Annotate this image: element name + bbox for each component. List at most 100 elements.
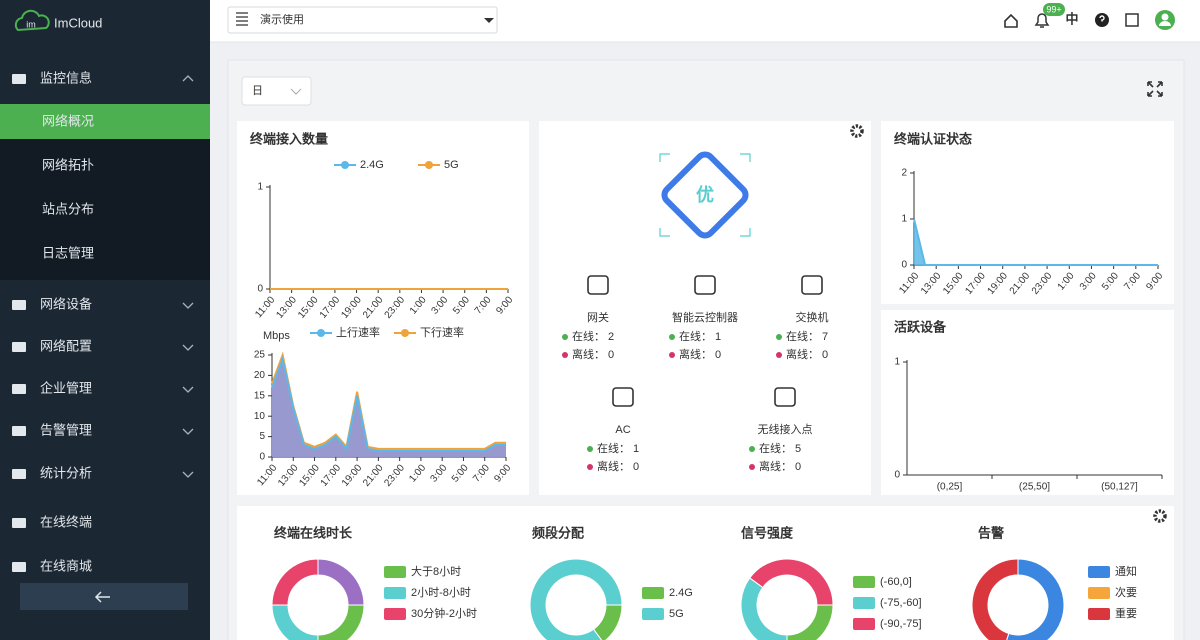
menu-icon <box>12 562 26 572</box>
grade: 优 <box>696 184 714 205</box>
submenu-item[interactable]: 网络拓扑 <box>42 157 94 172</box>
status-label: 在线： <box>786 329 819 343</box>
legend-label: 大于8小时 <box>411 564 461 578</box>
panel-title: 频段分配 <box>532 525 584 540</box>
menu-item[interactable]: 在线终端 <box>40 514 92 529</box>
legend-marker <box>401 329 409 337</box>
x-tick-label: (25,50] <box>1019 482 1050 493</box>
legend-swatch <box>642 608 664 620</box>
donut-segment <box>1006 558 1065 640</box>
y-tick-label: 10 <box>254 411 266 422</box>
donut-segment <box>317 558 365 606</box>
badge <box>1043 3 1065 16</box>
menu-item[interactable]: 企业管理 <box>40 380 92 395</box>
home-icon[interactable] <box>1004 13 1018 28</box>
brand: ImCloud <box>54 15 102 30</box>
device-count: 1 <box>715 331 721 343</box>
donut-segment <box>529 558 623 640</box>
panel-title: 终端认证状态 <box>894 131 972 146</box>
menu-item[interactable]: 监控信息 <box>40 70 92 85</box>
fullscreen-icon[interactable] <box>1147 81 1163 97</box>
menu-icon <box>12 74 26 84</box>
project-name: 演示使用 <box>260 12 304 26</box>
menu-icon <box>12 426 26 436</box>
settings-icon[interactable] <box>850 124 864 138</box>
device-count: 7 <box>822 331 828 343</box>
legend-marker <box>341 161 349 169</box>
legend-label: 上行速率 <box>336 325 380 339</box>
legend-swatch <box>1088 587 1110 599</box>
chevron-down <box>182 302 194 309</box>
legend-label: 下行速率 <box>420 325 464 339</box>
y-tick-label: 2 <box>901 168 907 179</box>
status-dot <box>776 352 782 358</box>
legend-swatch <box>384 566 406 578</box>
edit-icon[interactable] <box>1125 13 1139 27</box>
donut-segment <box>317 604 365 640</box>
menu-item[interactable]: 统计分析 <box>40 465 92 480</box>
panel <box>881 121 1174 304</box>
legend-label: 2小时-8小时 <box>411 586 471 599</box>
brackets <box>659 153 751 237</box>
panel-title: 活跃设备 <box>894 319 947 334</box>
menu-item[interactable]: 告警管理 <box>40 422 92 437</box>
legend-swatch <box>853 597 875 609</box>
y-tick-label: 0 <box>257 284 263 295</box>
menu-item[interactable]: 在线商城 <box>40 558 92 573</box>
y-tick-label: 1 <box>894 357 900 368</box>
device-name: 交换机 <box>796 310 829 324</box>
collapse-arrow <box>94 591 110 603</box>
menu-item[interactable]: 网络配置 <box>40 338 92 353</box>
legend-swatch <box>853 618 875 630</box>
device-count: 2 <box>608 331 614 343</box>
legend-marker <box>425 161 433 169</box>
device-icon <box>774 387 796 407</box>
menu-icon <box>12 469 26 479</box>
settings-icon[interactable] <box>1153 509 1167 523</box>
status-dot <box>669 334 675 340</box>
dropdown-caret <box>484 18 494 23</box>
device-count: 0 <box>795 461 801 473</box>
status-dot <box>587 464 593 470</box>
status-dot <box>587 446 593 452</box>
submenu-item[interactable]: 网络概况 <box>42 113 94 128</box>
status-label: 在线： <box>679 329 712 343</box>
legend-swatch <box>1088 608 1110 620</box>
avatar-body <box>1159 21 1171 26</box>
badge-count: 99+ <box>1046 4 1061 14</box>
status-label: 离线： <box>572 347 605 361</box>
logo-text: im <box>26 19 36 29</box>
period: 日 <box>252 85 263 97</box>
y-axis-unit: Mbps <box>263 330 290 342</box>
submenu-item[interactable]: 站点分布 <box>42 201 94 216</box>
y-tick-label: 5 <box>259 431 265 442</box>
legend-swatch <box>853 576 875 588</box>
legend-label: 5G <box>444 159 459 171</box>
chevron-down <box>182 344 194 351</box>
bell-icon[interactable] <box>1034 13 1050 28</box>
device-count: 0 <box>822 349 828 361</box>
period-caret <box>290 88 302 95</box>
legend-swatch <box>384 587 406 599</box>
status-dot <box>562 334 568 340</box>
submenu-item[interactable]: 日志管理 <box>42 245 94 260</box>
device-icon <box>801 275 823 295</box>
y-tick-label: 0 <box>901 260 907 271</box>
legend-label: 2.4G <box>669 587 693 599</box>
status-dot <box>749 446 755 452</box>
sidebar <box>0 0 210 640</box>
device-count: 5 <box>795 443 801 455</box>
menu-icon <box>12 300 26 310</box>
status-label: 离线： <box>597 459 630 473</box>
panel <box>881 310 1174 495</box>
donut-segment <box>786 604 834 640</box>
project-select[interactable] <box>227 6 498 34</box>
menu-item[interactable]: 网络设备 <box>40 296 92 311</box>
device-name: 智能云控制器 <box>672 310 738 324</box>
menu-icon <box>12 384 26 394</box>
y-tick-label: 0 <box>894 470 900 481</box>
legend-label: (-75,-60] <box>880 597 922 609</box>
period-select[interactable] <box>241 76 312 106</box>
language[interactable]: 中 <box>1065 11 1078 26</box>
device-name: 无线接入点 <box>758 422 813 436</box>
